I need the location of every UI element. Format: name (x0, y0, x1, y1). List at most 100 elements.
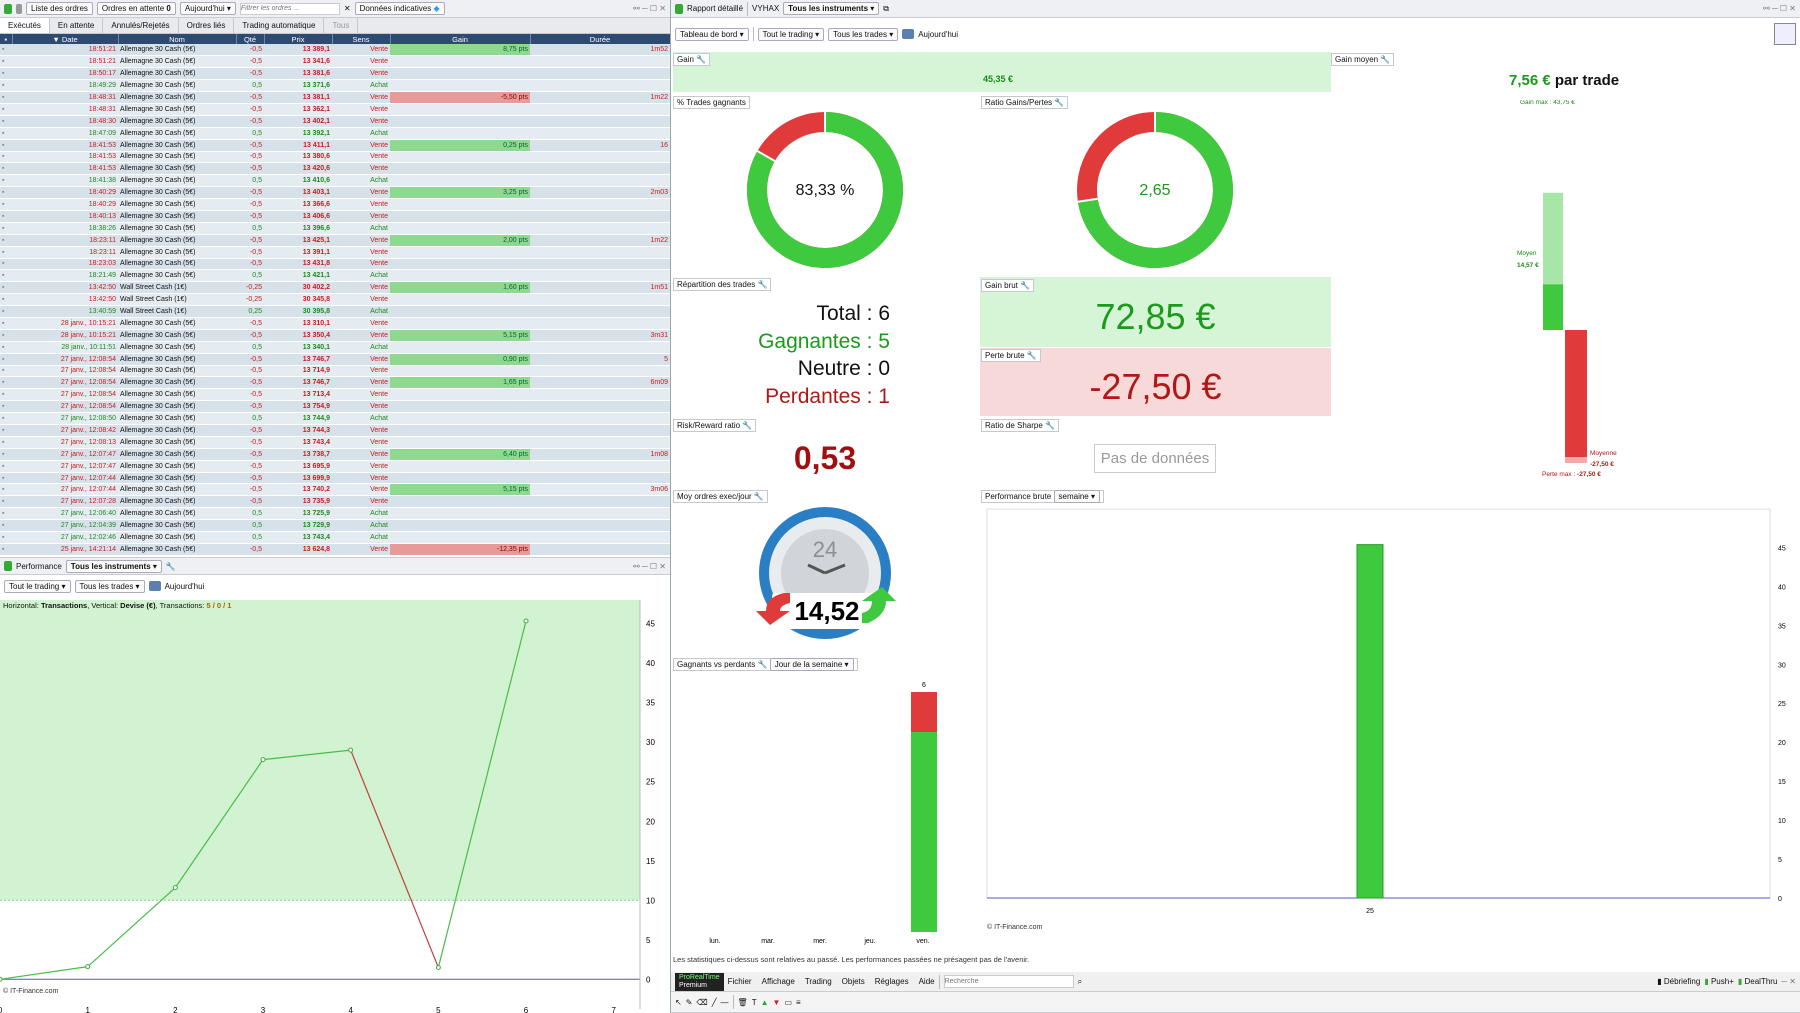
indicative-data-button[interactable]: Données indicatives ◆ (354, 2, 445, 15)
col-gain[interactable]: Gain (390, 34, 531, 44)
report-trading-dropdown[interactable]: Tout le trading ▾ (757, 27, 825, 41)
table-row[interactable]: ▪ 27 janv., 12:06:40 Allemagne 30 Cash (5€… (0, 507, 670, 521)
table-row[interactable]: ▪ 27 janv., 12:04:39 Allemagne 30 Cash (5€… (0, 519, 670, 533)
trash-icon[interactable]: 🗑 (737, 997, 748, 1007)
hline-icon[interactable]: — (720, 997, 729, 1007)
search-icon[interactable]: ⌕ (1077, 976, 1083, 986)
col-qty[interactable]: Qté (236, 34, 265, 44)
tab-3[interactable]: Ordres liés (179, 18, 235, 33)
table-row[interactable]: ▪ 27 janv., 12:08:54 Allemagne 30 Cash (5€… (0, 376, 670, 390)
pending-orders-button[interactable]: Ordres en attente 0 (96, 2, 176, 15)
rect-icon[interactable]: ▭ (784, 997, 792, 1007)
table-row[interactable]: ▪ 18:40:29 Allemagne 30 Cash (5€) -0,5 13 36… (0, 198, 670, 211)
table-row[interactable]: ▪ 27 janv., 12:07:47 Allemagne 30 Cash (5€… (0, 448, 670, 461)
perf-today[interactable]: Aujourd'hui (164, 581, 205, 591)
report-instrument-dropdown[interactable]: Tous les instruments ▾ (783, 2, 880, 15)
link-icon[interactable] (16, 3, 22, 14)
table-row[interactable]: ▪ 18:23:11 Allemagne 30 Cash (5€) -0,5 13 42… (0, 234, 670, 247)
col-side[interactable]: Sens (332, 34, 391, 44)
report-settings-icon[interactable] (1774, 23, 1796, 45)
table-row[interactable]: ▪ 18:38:26 Allemagne 30 Cash (5€) 0,5 13 396… (0, 222, 670, 235)
table-row[interactable]: ▪ 18:48:30 Allemagne 30 Cash (5€) -0,5 13 40… (0, 115, 670, 128)
table-row[interactable]: ▪ 18:49:29 Allemagne 30 Cash (5€) 0,5 13 371… (0, 79, 670, 93)
table-row[interactable]: ▪ 18:40:29 Allemagne 30 Cash (5€) -0,5 13 40… (0, 186, 670, 200)
table-row[interactable]: ▪ 27 janv., 12:08:42 Allemagne 30 Cash (5€… (0, 424, 670, 437)
table-row[interactable]: ▪ 27 janv., 12:08:54 Allemagne 30 Cash (5€… (0, 388, 670, 402)
report-window-controls[interactable]: ⚯ ─ ☐ ✕ (1763, 4, 1796, 13)
menu-4[interactable]: Réglages (874, 977, 909, 986)
table-row[interactable]: ▪ 18:21:49 Allemagne 30 Cash (5€) 0,5 13 421… (0, 269, 670, 283)
menu-3[interactable]: Objets (841, 977, 865, 986)
report-today[interactable]: Aujourd'hui (918, 29, 958, 39)
tab-4[interactable]: Trading automatique (234, 18, 325, 33)
orders-list-button[interactable]: Liste des ordres (26, 2, 93, 15)
clear-filter-icon[interactable]: ✕ (343, 4, 351, 13)
eraser-icon[interactable]: ⌫ (696, 997, 708, 1007)
col-date[interactable]: ▼ Date (12, 34, 119, 44)
col-name[interactable]: Nom (118, 34, 237, 44)
push-button[interactable]: ▮ Push+ (1704, 977, 1734, 986)
report-trades-dropdown[interactable]: Tous les trades ▾ (828, 27, 899, 41)
dashboard-dropdown[interactable]: Tableau de bord ▾ (675, 27, 749, 41)
line-icon[interactable]: ╱ (711, 997, 717, 1007)
col-price[interactable]: Prix (264, 34, 333, 44)
table-row[interactable]: ▪ 27 janv., 12:07:47 Allemagne 30 Cash (5€… (0, 460, 670, 473)
table-row[interactable]: ▪ 18:50:17 Allemagne 30 Cash (5€) -0,5 13 38… (0, 67, 670, 81)
table-row[interactable]: ▪ 18:51:21 Allemagne 30 Cash (5€) -0,5 13 34… (0, 55, 670, 69)
tab-5[interactable]: Tous (324, 18, 359, 33)
perf-instrument-dropdown[interactable]: Tous les instruments ▾ (65, 559, 162, 573)
table-row[interactable]: ▪ 18:51:21 Allemagne 30 Cash (5€) -0,5 13 38… (0, 44, 670, 57)
table-row[interactable]: ▪ 18:48:31 Allemagne 30 Cash (5€) -0,5 13 36… (0, 103, 670, 116)
arrow-down-icon[interactable]: ▼ (772, 997, 781, 1007)
search-input[interactable] (943, 975, 1074, 988)
copy-icon[interactable]: ⧉ (883, 3, 890, 13)
calendar-icon[interactable] (902, 29, 915, 39)
period-dropdown[interactable]: semaine ▾ (1053, 490, 1100, 503)
col-duration[interactable]: Durée (530, 34, 671, 44)
text-icon[interactable]: T (751, 997, 757, 1007)
dealthru-button[interactable]: ▮ DealThru (1738, 977, 1778, 986)
tab-1[interactable]: En attente (50, 18, 104, 33)
wvl-mode-dropdown[interactable]: Jour de la semaine ▾ (769, 658, 854, 671)
table-row[interactable]: ▪ 18:40:13 Allemagne 30 Cash (5€) -0,5 13 40… (0, 210, 670, 223)
table-row[interactable]: ▪ 27 janv., 12:02:46 Allemagne 30 Cash (5€… (0, 531, 670, 544)
menu-1[interactable]: Affichage (761, 977, 795, 986)
tab-2[interactable]: Annulés/Rejetés (103, 18, 179, 33)
table-row[interactable]: ▪ 13:42:50 Wall Street Cash (1€) -0,25 30 34… (0, 293, 670, 307)
calendar-icon[interactable] (148, 581, 161, 591)
menu-2[interactable]: Trading (804, 977, 832, 986)
table-row[interactable]: ▪ 28 janv., 10:11:51 Allemagne 30 Cash (5€… (0, 341, 670, 354)
table-row[interactable]: ▪ 18:23:11 Allemagne 30 Cash (5€) -0,5 13 39… (0, 246, 670, 259)
perf-trading-dropdown[interactable]: Tout le trading ▾ (4, 579, 71, 593)
debrief-button[interactable]: ▮ Débriefing (1657, 977, 1701, 986)
table-row[interactable]: ▪ 18:41:53 Allemagne 30 Cash (5€) -0,5 13 42… (0, 162, 670, 176)
arrow-up-icon[interactable]: ▲ (760, 997, 769, 1007)
table-row[interactable]: ▪ 18:41:53 Allemagne 30 Cash (5€) -0,5 13 41… (0, 139, 670, 152)
table-row[interactable]: ▪ 13:40:59 Wall Street Cash (1€) 0,25 30 395… (0, 305, 670, 318)
table-row[interactable]: ▪ 27 janv., 12:07:44 Allemagne 30 Cash (5€… (0, 483, 670, 497)
table-row[interactable]: ▪ 18:48:31 Allemagne 30 Cash (5€) -0,5 13 38… (0, 91, 670, 104)
table-row[interactable]: ▪ 27 janv., 12:08:13 Allemagne 30 Cash (5€… (0, 436, 670, 449)
brand-logo[interactable]: ProRealTime Premium (675, 972, 724, 991)
table-row[interactable]: ▪ 27 janv., 12:08:54 Allemagne 30 Cash (5€… (0, 353, 670, 366)
table-row[interactable]: ▪ 18:47:09 Allemagne 30 Cash (5€) 0,5 13 392… (0, 127, 670, 140)
paint-icon[interactable]: ✎ (685, 997, 693, 1007)
wrench-icon[interactable]: 🔧 (165, 561, 176, 571)
table-row[interactable]: ▪ 27 janv., 12:07:28 Allemagne 30 Cash (5€… (0, 495, 670, 509)
perf-window-controls[interactable]: ⚯ ─ ☐ ✕ (633, 561, 666, 571)
table-row[interactable]: ▪ 27 janv., 12:08:54 Allemagne 30 Cash (5€… (0, 400, 670, 414)
table-row[interactable]: ▪ 25 janv., 14:21:14 Allemagne 30 Cash (5€… (0, 543, 670, 556)
fib-icon[interactable]: ≡ (796, 997, 801, 1007)
table-row[interactable]: ▪ 13:42:50 Wall Street Cash (1€) -0,25 30 40… (0, 281, 670, 295)
table-row[interactable]: ▪ 18:41:38 Allemagne 30 Cash (5€) 0,5 13 410… (0, 174, 670, 188)
menu-0[interactable]: Fichier (727, 977, 752, 986)
table-row[interactable]: ▪ 28 janv., 10:15:21 Allemagne 30 Cash (5€… (0, 317, 670, 330)
table-row[interactable]: ▪ 27 janv., 12:07:44 Allemagne 30 Cash (5€… (0, 472, 670, 485)
window-controls[interactable]: ⚯ ─ ☐ ✕ (633, 4, 666, 13)
date-filter-dropdown[interactable]: Aujourd'hui ▾ (179, 2, 236, 15)
table-row[interactable]: ▪ 27 janv., 12:08:54 Allemagne 30 Cash (5€… (0, 365, 670, 378)
table-row[interactable]: ▪ 18:41:53 Allemagne 30 Cash (5€) -0,5 13 38… (0, 151, 670, 164)
tab-0[interactable]: Exécutés (0, 18, 50, 33)
menu-5[interactable]: Aide (918, 977, 935, 986)
perf-trades-dropdown[interactable]: Tous les trades ▾ (74, 579, 145, 593)
